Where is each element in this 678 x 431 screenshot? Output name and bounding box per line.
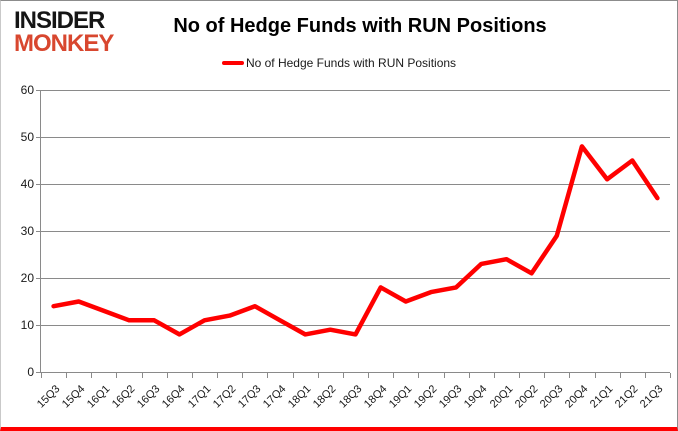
plot-area: 0 10 20 30 40 50 60 15Q3 15Q4 16Q1 16Q2 16Q3 16Q4 17Q… (21, 83, 671, 411)
x-axis-tick-14 (393, 373, 395, 378)
chart-title: No of Hedge Funds with RUN Positions (173, 15, 547, 37)
y-axis-tick-40 (36, 183, 41, 185)
x-axis-tick-15 (418, 373, 420, 378)
x-axis-tick-10 (292, 373, 294, 378)
gridline-y20 (41, 277, 670, 279)
x-axis-tick-16 (443, 373, 445, 378)
x-axis-tick-7 (217, 373, 219, 378)
line-series-canvas (51, 144, 660, 337)
x-axis-tick-21 (569, 373, 571, 378)
x-axis-tick-18 (493, 373, 495, 378)
y-axis-tick-50 (36, 136, 41, 138)
x-axis-tick-22 (594, 373, 596, 378)
gridline-y50 (41, 136, 670, 138)
y-axis-tick-30 (36, 230, 41, 232)
x-axis-label-21Q3: 21Q3 (613, 379, 666, 411)
y-axis-label-50: 50 (20, 130, 34, 144)
gridline-y40 (41, 183, 670, 185)
y-axis-tick-10 (36, 324, 41, 326)
x-axis-tick-6 (191, 373, 193, 378)
y-axis-label-60: 60 (20, 83, 34, 97)
x-axis-tick-25 (670, 373, 671, 378)
x-axis-tick-1 (66, 373, 68, 378)
x-axis-tick-11 (317, 373, 319, 378)
x-axis-tick-9 (267, 373, 269, 378)
y-axis-label-20: 20 (20, 271, 34, 285)
y-axis-tick-0 (36, 371, 41, 373)
x-axis-tick-17 (468, 373, 470, 378)
legend-label: No of Hedge Funds with RUN Positions (245, 56, 457, 70)
legend-line-marker (221, 61, 244, 65)
x-axis-tick-13 (368, 373, 370, 378)
y-axis-label-40: 40 (20, 177, 34, 191)
x-axis-tick-2 (91, 373, 93, 378)
x-axis-tick-12 (342, 373, 344, 378)
y-axis-label-30: 30 (20, 224, 34, 238)
x-axis-tick-24 (644, 373, 646, 378)
x-axis-tick-8 (242, 373, 244, 378)
x-axis-tick-0 (41, 373, 42, 378)
insider-monkey-logo: INSIDER MONKEY (14, 7, 114, 57)
x-axis-tick-19 (519, 373, 521, 378)
x-axis-tick-5 (166, 373, 168, 378)
gridline-y10 (41, 324, 670, 326)
legend: No of Hedge Funds with RUN Positions (1, 56, 677, 70)
logo-line-insider: INSIDER (14, 7, 105, 34)
x-axis-label-text: 21Q3 (638, 383, 666, 411)
gridline-y30 (41, 230, 670, 232)
x-axis-tick-4 (141, 373, 143, 378)
hedge-funds-line (51, 144, 660, 337)
y-axis-label-0: 0 (27, 365, 34, 379)
y-axis-tick-20 (36, 277, 41, 279)
logo-line-monkey: MONKEY (14, 29, 114, 57)
gridline-y60 (41, 89, 670, 91)
x-axis-tick-20 (544, 373, 546, 378)
x-axis-tick-23 (619, 373, 621, 378)
y-axis-tick-60 (36, 89, 41, 91)
y-axis-label-10: 10 (20, 318, 34, 332)
x-axis-tick-3 (116, 373, 118, 378)
